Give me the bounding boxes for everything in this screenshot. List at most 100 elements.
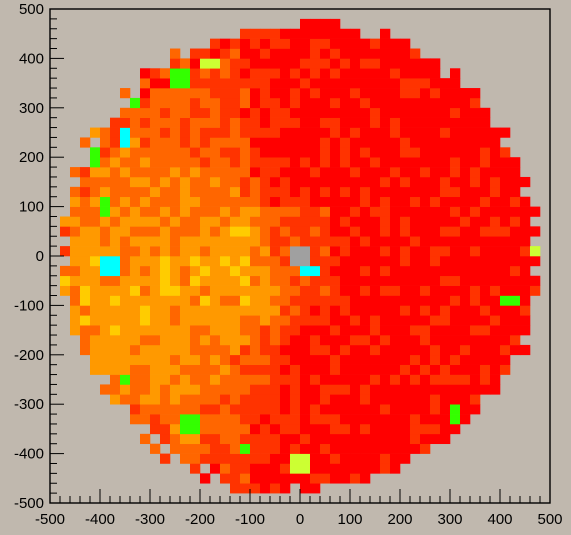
- heatmap-cell: [480, 216, 491, 227]
- heatmap-cell: [420, 315, 431, 326]
- heatmap-cell: [410, 285, 421, 296]
- heatmap-cell: [230, 364, 241, 375]
- heatmap-cell: [120, 305, 131, 316]
- heatmap-cell: [200, 196, 211, 207]
- heatmap-cell: [400, 354, 411, 365]
- heatmap-cell: [250, 127, 261, 138]
- heatmap-cell: [250, 48, 261, 59]
- heatmap-cell: [160, 285, 171, 296]
- heatmap-cell: [110, 305, 121, 316]
- heatmap-cell: [170, 236, 181, 247]
- heatmap-cell: [100, 167, 111, 178]
- heatmap-cell: [370, 325, 381, 336]
- heatmap-cell: [420, 246, 431, 257]
- heatmap-cell: [250, 364, 261, 375]
- heatmap-cell: [260, 38, 271, 49]
- heatmap-cell: [310, 58, 321, 69]
- heatmap-cell: [170, 167, 181, 178]
- heatmap-cell: [190, 196, 201, 207]
- heatmap-cell: [310, 384, 321, 395]
- heatmap-cell: [370, 147, 381, 158]
- heatmap-cell: [380, 374, 391, 385]
- heatmap-cell: [230, 206, 241, 217]
- heatmap-cell: [170, 256, 181, 267]
- heatmap-cell: [140, 216, 151, 227]
- heatmap-cell: [260, 453, 271, 464]
- heatmap-cell: [430, 107, 441, 118]
- heatmap-cell: [230, 325, 241, 336]
- heatmap-cell: [490, 137, 501, 148]
- heatmap-cell: [300, 58, 311, 69]
- heatmap-cell: [490, 325, 501, 336]
- heatmap-cell: [240, 473, 251, 484]
- heatmap-cell: [380, 167, 391, 178]
- heatmap-cell: [180, 88, 191, 99]
- heatmap-cell: [520, 206, 531, 217]
- heatmap-cell: [220, 246, 231, 257]
- heatmap-cell: [440, 176, 451, 188]
- heatmap-cell: [400, 226, 411, 237]
- heatmap-cell: [270, 97, 281, 109]
- heatmap-cell: [210, 38, 221, 49]
- heatmap-cell: [220, 285, 231, 296]
- heatmap-cell: [380, 137, 391, 148]
- heatmap-cell: [480, 344, 491, 356]
- heatmap-cell: [210, 97, 221, 109]
- heatmap-cell: [270, 335, 281, 346]
- heatmap-cell: [190, 137, 201, 148]
- heatmap-cell: [260, 443, 271, 454]
- heatmap-cell: [80, 206, 91, 217]
- heatmap-cell: [430, 305, 441, 316]
- heatmap-cell: [350, 433, 361, 445]
- heatmap-cell: [470, 226, 481, 237]
- heatmap-cell: [400, 206, 411, 217]
- heatmap-cell: [490, 335, 501, 346]
- heatmap-cell: [330, 147, 341, 158]
- heatmap-cell: [370, 48, 381, 59]
- heatmap-cell: [240, 384, 251, 395]
- heatmap-cell: [80, 305, 91, 316]
- heatmap-cell: [440, 305, 451, 316]
- heatmap-cell: [390, 295, 401, 306]
- heatmap-cell: [410, 344, 421, 356]
- heatmap-cell: [180, 157, 191, 168]
- heatmap-cell: [230, 147, 241, 158]
- heatmap-cell: [270, 196, 281, 207]
- heatmap-cell: [370, 127, 381, 138]
- heatmap-cell: [460, 404, 471, 415]
- heatmap-cell: [420, 236, 431, 247]
- heatmap-cell: [410, 147, 421, 158]
- heatmap-cell: [320, 443, 331, 454]
- heatmap-cell: [140, 127, 151, 138]
- heatmap-cell: [290, 265, 301, 277]
- heatmap-cell: [310, 335, 321, 346]
- heatmap-cell: [160, 196, 171, 207]
- heatmap-cell: [340, 127, 351, 138]
- heatmap-cell: [280, 157, 291, 168]
- heatmap-cell: [460, 364, 471, 375]
- heatmap-cell: [500, 256, 511, 267]
- heatmap-cell: [210, 206, 221, 217]
- heatmap-cell: [380, 325, 391, 336]
- heatmap-cell: [450, 137, 461, 148]
- heatmap-cell: [530, 206, 541, 217]
- heatmap-cell: [430, 226, 441, 237]
- heatmap-cell: [250, 28, 261, 39]
- heatmap-cell: [470, 167, 481, 178]
- heatmap-cell: [90, 167, 101, 178]
- heatmap-cell: [460, 206, 471, 217]
- heatmap-cell: [200, 246, 211, 257]
- heatmap-cell: [310, 256, 321, 267]
- heatmap-cell: [260, 384, 271, 395]
- heatmap-cell: [350, 78, 361, 89]
- heatmap-cell: [340, 58, 351, 69]
- heatmap-cell: [310, 404, 321, 415]
- heatmap-cell: [410, 186, 421, 198]
- heatmap-cell: [210, 364, 221, 375]
- heatmap-cell: [190, 335, 201, 346]
- heatmap-cell: [500, 344, 511, 356]
- heatmap-cell: [270, 344, 281, 356]
- heatmap-cell: [450, 285, 461, 296]
- heatmap-cell: [230, 483, 241, 494]
- heatmap-cell: [410, 325, 421, 336]
